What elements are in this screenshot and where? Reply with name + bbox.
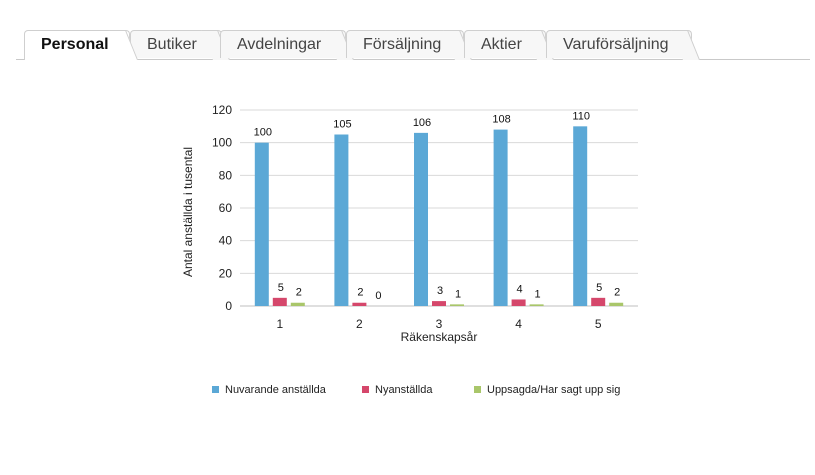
tab-aktier[interactable]: Aktier — [464, 30, 546, 58]
data-label: 106 — [413, 117, 431, 129]
tab-forsaljning-label: Försäljning — [363, 36, 442, 53]
data-label: 0 — [375, 290, 381, 302]
legend-label-nyanstallda: Nyanställda — [375, 384, 433, 396]
x-tick-label: 5 — [595, 317, 602, 331]
tab-personal-label: Personal — [41, 36, 109, 53]
y-tick-label: 20 — [219, 266, 233, 280]
bar — [290, 302, 305, 306]
x-axis-title: Räkenskapsår — [401, 330, 478, 344]
tab-butiker-label: Butiker — [147, 36, 197, 53]
data-label: 110 — [572, 110, 590, 122]
y-tick-label: 0 — [225, 299, 232, 313]
data-label: 1 — [455, 288, 461, 300]
chart-legend: Nuvarande anställda Nyanställda Uppsagda… — [0, 382, 815, 398]
x-tick-label: 2 — [356, 317, 363, 331]
tab-butiker[interactable]: Butiker — [130, 30, 222, 58]
y-tick-label: 40 — [219, 234, 233, 248]
legend-label-nuvarande: Nuvarande anställda — [225, 384, 326, 396]
bar — [591, 297, 606, 306]
data-label: 1 — [535, 288, 541, 300]
legend-item-uppsagda: Uppsagda/Har sagt upp sig — [474, 382, 620, 398]
x-tick-label: 4 — [515, 317, 522, 331]
bar — [414, 132, 428, 306]
data-label: 3 — [437, 285, 443, 297]
tab-bar: Personal Butiker Avdelningar Försäljning… — [16, 28, 810, 60]
data-label: 105 — [333, 119, 351, 131]
tab-forsaljning[interactable]: Försäljning — [346, 30, 464, 58]
data-label: 2 — [357, 287, 363, 299]
tab-avdelningar-label: Avdelningar — [237, 36, 322, 53]
x-tick-label: 1 — [276, 317, 283, 331]
bar — [334, 134, 349, 306]
tab-aktier-label: Aktier — [481, 36, 522, 53]
y-tick-label: 100 — [212, 136, 232, 150]
data-label: 2 — [296, 287, 302, 299]
bar — [511, 299, 526, 306]
legend-item-nyanstallda: Nyanställda — [362, 382, 432, 398]
y-tick-label: 120 — [212, 103, 232, 117]
data-label: 4 — [517, 283, 523, 295]
y-tick-label: 60 — [219, 201, 233, 215]
bar — [450, 304, 464, 306]
tab-varuforsaljning[interactable]: Varuförsäljning — [546, 30, 692, 58]
bar — [254, 142, 269, 306]
bar — [573, 126, 588, 306]
data-label: 108 — [492, 114, 510, 126]
x-tick-label: 3 — [436, 317, 443, 331]
legend-item-nuvarande: Nuvarande anställda — [212, 382, 326, 398]
legend-swatch-nyanstallda — [362, 385, 369, 393]
bar — [529, 304, 544, 306]
data-label: 5 — [278, 282, 284, 294]
y-axis-title: Antal anställda i tusental — [181, 147, 195, 277]
bar — [272, 297, 287, 306]
bar — [432, 301, 446, 306]
tab-varuforsaljning-label: Varuförsäljning — [563, 36, 669, 53]
bar — [609, 302, 624, 306]
legend-label-uppsagda: Uppsagda/Har sagt upp sig — [487, 384, 621, 396]
y-tick-label: 80 — [219, 168, 233, 182]
data-label: 100 — [254, 127, 272, 139]
tab-personal[interactable]: Personal — [24, 30, 130, 60]
bar — [493, 129, 508, 306]
bar — [352, 302, 367, 306]
legend-swatch-uppsagda — [474, 385, 481, 393]
data-label: 2 — [614, 287, 620, 299]
data-label: 5 — [596, 282, 602, 294]
legend-swatch-nuvarande — [212, 385, 219, 393]
tab-avdelningar[interactable]: Avdelningar — [220, 30, 346, 58]
